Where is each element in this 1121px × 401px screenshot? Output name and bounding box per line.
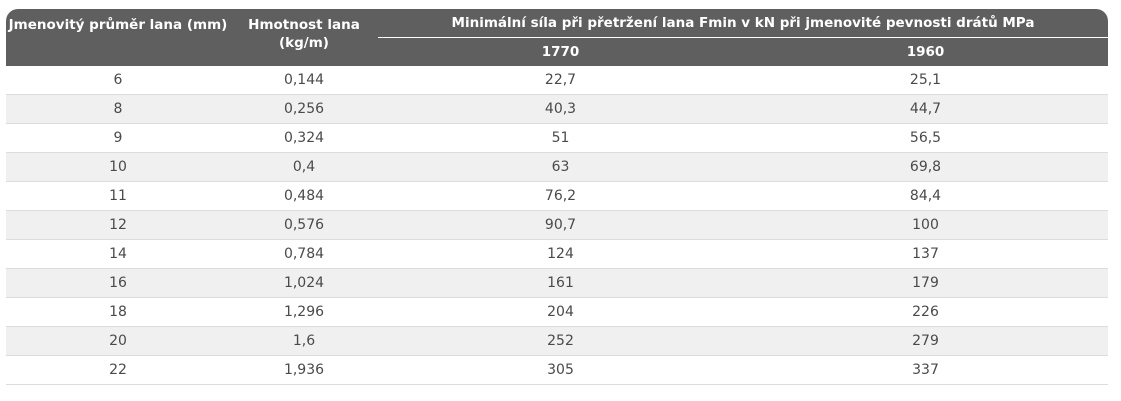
cell-weight: 0,144 <box>230 66 378 95</box>
header-strength-1960: 1960 <box>743 37 1108 66</box>
cell-force-1960: 69,8 <box>743 152 1108 182</box>
cell-force-1770: 204 <box>378 297 743 327</box>
header-min-breaking-force: Minimální síla při přetržení lana Fmin v… <box>378 9 1108 38</box>
cell-force-1770: 124 <box>378 239 743 269</box>
cell-force-1960: 56,5 <box>743 123 1108 153</box>
cell-weight: 1,024 <box>230 268 378 298</box>
cell-weight: 1,6 <box>230 326 378 356</box>
cell-diameter: 6 <box>6 66 230 95</box>
cell-diameter: 18 <box>6 297 230 327</box>
cell-weight: 0,484 <box>230 181 378 211</box>
table-row: 20 1,6 252 279 <box>6 326 1108 356</box>
cell-force-1960: 100 <box>743 210 1108 240</box>
cell-force-1770: 90,7 <box>378 210 743 240</box>
cell-force-1960: 84,4 <box>743 181 1108 211</box>
cell-force-1960: 179 <box>743 268 1108 298</box>
cell-force-1960: 337 <box>743 355 1108 385</box>
cell-diameter: 12 <box>6 210 230 240</box>
table-row: 11 0,484 76,2 84,4 <box>6 181 1108 211</box>
rope-specs-table-container: Jmenovitý průměr lana (mm) Hmotnost lana… <box>6 9 1108 385</box>
cell-weight: 0,784 <box>230 239 378 269</box>
cell-diameter: 8 <box>6 94 230 124</box>
cell-force-1770: 305 <box>378 355 743 385</box>
header-weight: Hmotnost lana (kg/m) <box>230 9 378 66</box>
cell-force-1770: 22,7 <box>378 66 743 95</box>
cell-weight: 0,4 <box>230 152 378 182</box>
cell-force-1770: 63 <box>378 152 743 182</box>
cell-diameter: 14 <box>6 239 230 269</box>
cell-weight: 0,576 <box>230 210 378 240</box>
cell-force-1770: 252 <box>378 326 743 356</box>
rope-specs-table: Jmenovitý průměr lana (mm) Hmotnost lana… <box>6 9 1108 385</box>
table-row: 6 0,144 22,7 25,1 <box>6 66 1108 95</box>
cell-force-1960: 137 <box>743 239 1108 269</box>
table-header: Jmenovitý průměr lana (mm) Hmotnost lana… <box>6 9 1108 66</box>
cell-weight: 0,256 <box>230 94 378 124</box>
table-row: 22 1,936 305 337 <box>6 355 1108 385</box>
cell-force-1770: 51 <box>378 123 743 153</box>
cell-weight: 1,296 <box>230 297 378 327</box>
cell-force-1770: 161 <box>378 268 743 298</box>
cell-diameter: 22 <box>6 355 230 385</box>
cell-weight: 1,936 <box>230 355 378 385</box>
cell-diameter: 11 <box>6 181 230 211</box>
table-row: 14 0,784 124 137 <box>6 239 1108 269</box>
cell-force-1960: 44,7 <box>743 94 1108 124</box>
header-strength-1770: 1770 <box>378 37 743 66</box>
table-row: 10 0,4 63 69,8 <box>6 152 1108 182</box>
cell-weight: 0,324 <box>230 123 378 153</box>
table-body: 6 0,144 22,7 25,1 8 0,256 40,3 44,7 9 0,324 51 56,5… <box>6 66 1108 385</box>
table-row: 12 0,576 90,7 100 <box>6 210 1108 240</box>
cell-diameter: 9 <box>6 123 230 153</box>
table-row: 16 1,024 161 179 <box>6 268 1108 298</box>
header-diameter: Jmenovitý průměr lana (mm) <box>6 9 230 66</box>
cell-diameter: 10 <box>6 152 230 182</box>
cell-diameter: 16 <box>6 268 230 298</box>
cell-force-1770: 76,2 <box>378 181 743 211</box>
cell-force-1960: 25,1 <box>743 66 1108 95</box>
cell-force-1960: 279 <box>743 326 1108 356</box>
cell-force-1770: 40,3 <box>378 94 743 124</box>
cell-diameter: 20 <box>6 326 230 356</box>
table-row: 8 0,256 40,3 44,7 <box>6 94 1108 124</box>
table-row: 9 0,324 51 56,5 <box>6 123 1108 153</box>
table-row: 18 1,296 204 226 <box>6 297 1108 327</box>
cell-force-1960: 226 <box>743 297 1108 327</box>
